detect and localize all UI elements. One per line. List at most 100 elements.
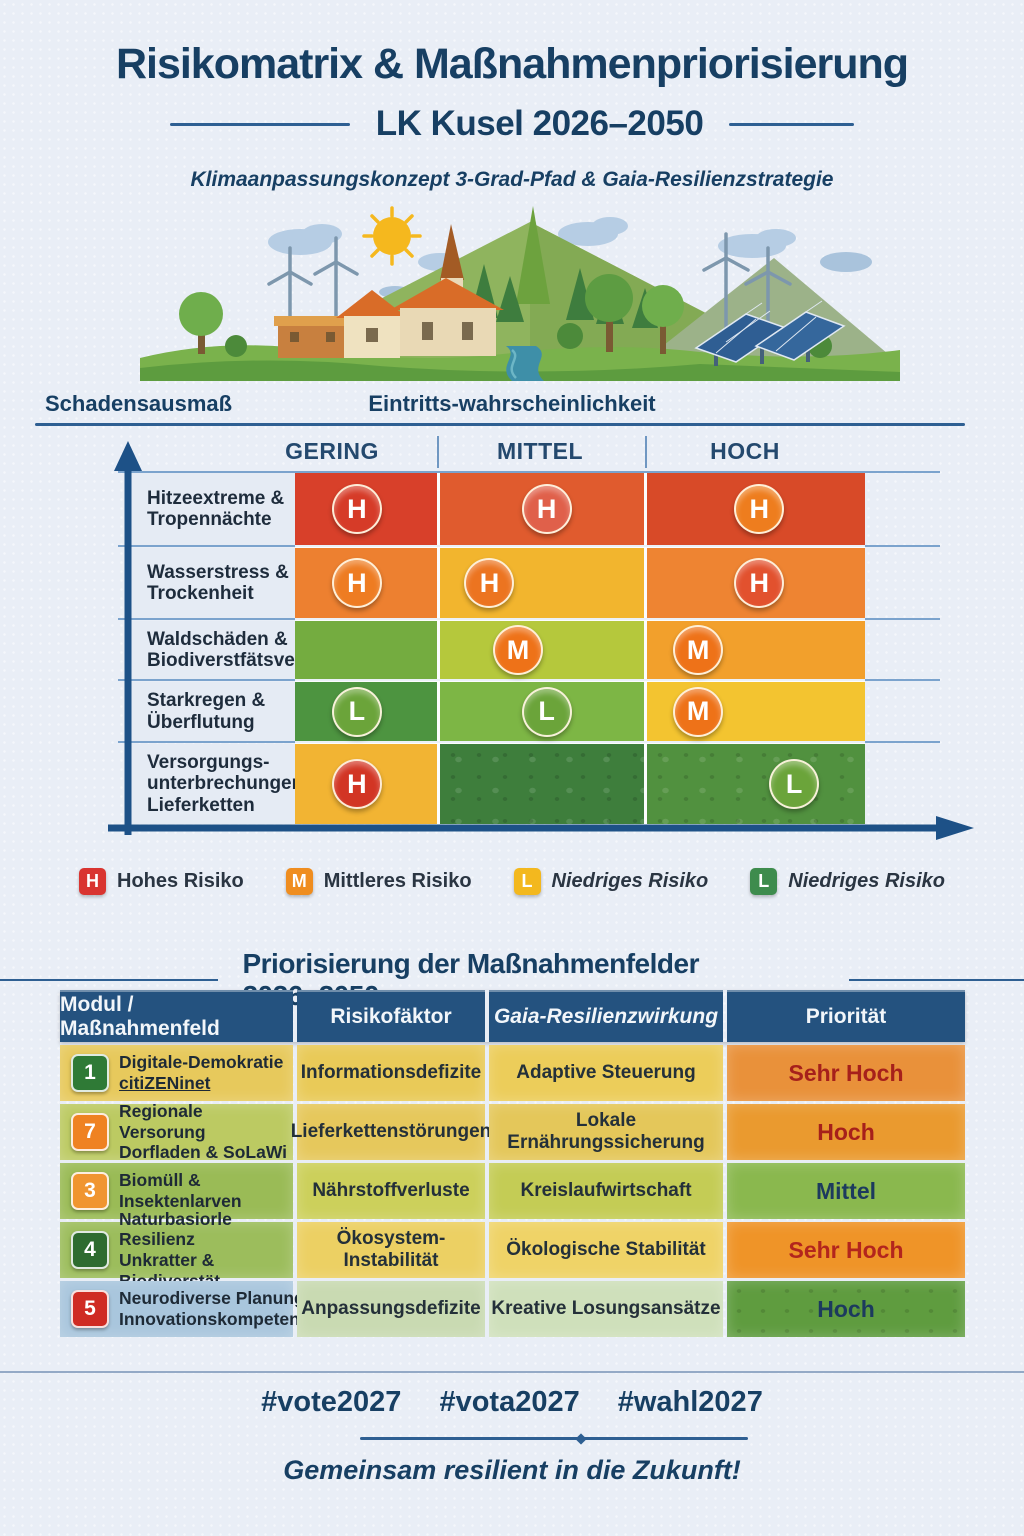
- table-cell-effect: Lokale Ernährungssicherung: [489, 1104, 723, 1160]
- table-row-module: 5 Neurodiverse Planung Innovationskompete…: [60, 1281, 309, 1337]
- tree-icon: [179, 274, 832, 358]
- matrix-cell: M: [647, 682, 865, 741]
- hashtag: #vota2027: [439, 1386, 580, 1418]
- risk-badge: H: [521, 484, 572, 534]
- risk-badge: L: [769, 759, 820, 809]
- table-cell-risk: Lieferkettenstörungen: [291, 1104, 491, 1160]
- column-header-mittel: MITTEL: [496, 438, 584, 464]
- slogan: Gemeinsam resilient in die Zukunft!: [283, 1455, 741, 1485]
- column-header-hoch: HOCH: [710, 438, 780, 464]
- table-cell-effect: Ökologische Stabilität: [489, 1222, 723, 1278]
- module-number-badge: 5: [71, 1290, 109, 1328]
- tagline: Klimaanpassungskonzept 3-Grad-Pfad & Gai…: [190, 168, 834, 191]
- river: [506, 346, 544, 381]
- table-cell-effect: Kreative Losungsansätze: [489, 1281, 723, 1337]
- table-row-module: 7 Regionale Versorung Dorfladen & SoLaWi: [60, 1101, 293, 1162]
- subtitle-row: LK Kusel 2026–2050: [0, 104, 1024, 144]
- module-number-badge: 7: [71, 1113, 109, 1151]
- hashtags: #vote2027 #vota2027 #wahl2027: [0, 1386, 1024, 1419]
- table-cell-risk: Ökosystem-Instabilität: [297, 1222, 485, 1278]
- legend-item-low-yellow: L Niedriges Risiko: [513, 868, 708, 895]
- axis-rule: [35, 423, 965, 426]
- table-cell-priority: Sehr Hoch: [727, 1045, 965, 1101]
- table-row-module: 3 Biomüll & Insektenlarven: [60, 1163, 293, 1219]
- matrix-cell: M: [440, 621, 644, 679]
- matrix-cell: H: [440, 548, 644, 618]
- risk-badge: M: [493, 625, 544, 675]
- hashtag: #vote2027: [261, 1386, 402, 1418]
- grid-line: [118, 471, 940, 473]
- risk-legend: H Hohes Risiko M Mittleres Risiko L Nied…: [0, 868, 1024, 895]
- x-axis-label: Eintritts-wahrscheinlichkeit: [368, 391, 656, 416]
- matrix-cell: [295, 621, 437, 679]
- subtitle-right-rule: [729, 122, 855, 126]
- footer-divider: [360, 1433, 748, 1445]
- sun-icon: [362, 206, 422, 266]
- y-axis-arrow: [114, 441, 142, 835]
- risk-badge: H: [331, 484, 382, 534]
- y-axis-label: Schadensausmaß: [45, 391, 233, 416]
- footer-hairline: [0, 1371, 1024, 1373]
- solar-panel-icon: [694, 300, 846, 366]
- risk-badge: L: [331, 686, 382, 737]
- risk-badge: H: [734, 484, 785, 534]
- risk-matrix-cells: H H H H H H M M L L M H L: [295, 473, 865, 824]
- matrix-cell: H: [440, 473, 644, 545]
- subtitle-left-rule: [169, 122, 350, 126]
- legend-item-low-green: L Niedriges Risiko: [750, 868, 945, 895]
- risk-badge: H: [331, 759, 382, 809]
- risk-badge: H: [331, 558, 382, 608]
- table-cell-priority: Hoch: [727, 1281, 965, 1337]
- table-cell-risk: Anpassungsdefizite: [297, 1281, 485, 1337]
- village-illustration: [140, 206, 900, 381]
- column-header-gering: GERING: [285, 438, 379, 464]
- page-subtitle: LK Kusel 2026–2050: [375, 104, 704, 143]
- page-title: Risikomatrix & Maßnahmenpriorisierung: [115, 40, 909, 88]
- matrix-cell: H: [295, 744, 437, 824]
- risk-badge: H: [734, 558, 785, 608]
- matrix-cell: H: [647, 548, 865, 618]
- house: [274, 290, 408, 358]
- module-number-badge: 3: [71, 1172, 109, 1210]
- module-number-badge: 1: [71, 1054, 109, 1092]
- legend-swatch-low-green: L: [750, 868, 778, 895]
- matrix-cell: L: [295, 682, 437, 741]
- matrix-cell: H: [647, 473, 865, 545]
- table-cell-effect: Adaptive Steuerung: [489, 1045, 723, 1101]
- table-body: 1 Digitale-Demokratie citiZENinet Informa…: [60, 1045, 965, 1337]
- legend-swatch-low-yellow: L: [513, 868, 541, 895]
- matrix-cell: L: [440, 682, 644, 741]
- risk-badge: M: [673, 625, 724, 675]
- table-row-module: 1 Digitale-Demokratie citiZENinet: [60, 1045, 293, 1101]
- table-header-prioritaet: Priorität: [727, 990, 965, 1042]
- module-number-badge: 4: [71, 1231, 109, 1269]
- risk-badge: L: [521, 686, 572, 737]
- legend-swatch-medium: M: [285, 868, 313, 895]
- column-divider: [437, 436, 439, 468]
- table-header-resilienzwirkung: Gaia-Resilienzwirkung: [489, 990, 723, 1042]
- matrix-cell: [440, 744, 644, 824]
- table-cell-priority: Mittel: [727, 1163, 965, 1219]
- matrix-cell: L: [647, 744, 865, 824]
- table-cell-risk: Nährstoffverluste: [297, 1163, 485, 1219]
- title-left-rule: [0, 978, 219, 982]
- title-right-rule: [849, 978, 1024, 982]
- table-cell-risk: Informationsdefizite: [297, 1045, 485, 1101]
- legend-item-high: H Hohes Risiko: [79, 868, 244, 895]
- matrix-cell: H: [295, 548, 437, 618]
- table-cell-effect: Kreislaufwirtschaft: [489, 1163, 723, 1219]
- legend-item-medium: M Mittleres Risiko: [285, 868, 472, 895]
- risk-badge: M: [673, 686, 724, 737]
- risk-badge: H: [464, 558, 515, 608]
- table-header-risikofaktor: Risikofäktor: [297, 990, 485, 1042]
- divider-diamond: [575, 1433, 587, 1445]
- matrix-cell: M: [647, 621, 865, 679]
- table-cell-priority: Hoch: [727, 1104, 965, 1160]
- legend-swatch-high: H: [79, 868, 107, 895]
- x-axis-arrow: [108, 816, 974, 840]
- column-divider: [645, 436, 647, 468]
- table-header-row: Modul / Maßnahmenfeld Risikofäktor Gaia-…: [60, 990, 965, 1042]
- church: [390, 224, 504, 356]
